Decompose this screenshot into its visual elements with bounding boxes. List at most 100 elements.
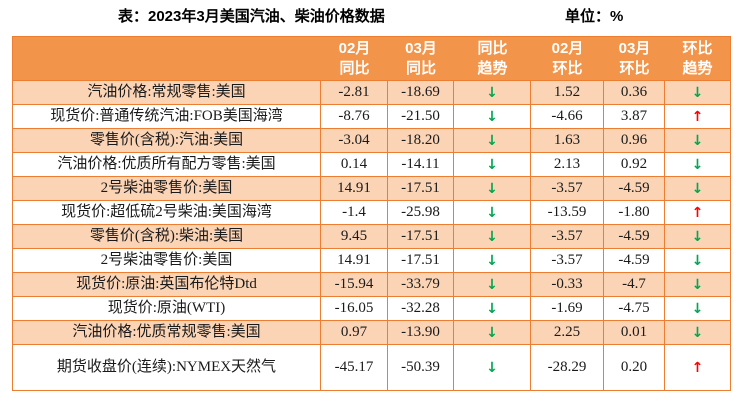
down-arrow-icon: ↓ xyxy=(454,248,531,272)
yoy-mar-cell: -50.39 xyxy=(388,344,454,390)
down-arrow-icon: ↓ xyxy=(665,248,730,272)
down-arrow-icon: ↓ xyxy=(454,344,531,390)
down-arrow-icon: ↓ xyxy=(665,272,730,296)
table-row: 现货价:普通传统汽油:FOB美国海湾 -8.76 -21.50 ↓ -4.66 … xyxy=(13,104,730,128)
down-arrow-icon: ↓ xyxy=(454,80,531,104)
header-cell-yoy-feb: 02月 同比 xyxy=(321,37,388,80)
yoy-feb-cell: 14.91 xyxy=(321,248,388,272)
yoy-feb-cell: 0.97 xyxy=(321,320,388,344)
row-label-cell: 2号柴油零售价:美国 xyxy=(13,248,321,272)
mom-feb-cell: -3.57 xyxy=(531,224,604,248)
yoy-mar-cell: -21.50 xyxy=(388,104,454,128)
mom-feb-cell: -4.66 xyxy=(531,104,604,128)
yoy-mar-cell: -18.69 xyxy=(388,80,454,104)
row-label-cell: 现货价:原油:英国布伦特Dtd xyxy=(13,272,321,296)
row-label-cell: 零售价(含税):柴油:美国 xyxy=(13,224,321,248)
mom-mar-cell: -4.59 xyxy=(604,176,665,200)
yoy-feb-cell: -16.05 xyxy=(321,296,388,320)
table-body: 汽油价格:常规零售:美国 -2.81 -18.69 ↓ 1.52 0.36 ↓ … xyxy=(13,80,730,390)
down-arrow-icon: ↓ xyxy=(665,80,730,104)
yoy-feb-cell: 9.45 xyxy=(321,224,388,248)
row-label-cell: 汽油价格:优质所有配方零售:美国 xyxy=(13,152,321,176)
title-row: 表：2023年3月美国汽油、柴油价格数据 单位：% xyxy=(0,5,741,29)
table-header: 02月 同比 03月 同比 同比 趋势 02月 环比 03月 环比 环比 趋势 xyxy=(13,37,730,80)
mom-mar-cell: 0.92 xyxy=(604,152,665,176)
mom-feb-cell: -0.33 xyxy=(531,272,604,296)
yoy-feb-cell: -45.17 xyxy=(321,344,388,390)
table-row: 零售价(含税):汽油:美国 -3.04 -18.20 ↓ 1.63 0.96 ↓ xyxy=(13,128,730,152)
table-row: 汽油价格:优质常规零售:美国 0.97 -13.90 ↓ 2.25 0.01 ↓ xyxy=(13,320,730,344)
unit-label: 单位：% xyxy=(565,8,624,25)
mom-feb-cell: 2.25 xyxy=(531,320,604,344)
up-arrow-icon: ↑ xyxy=(665,104,730,128)
table-row: 零售价(含税):柴油:美国 9.45 -17.51 ↓ -3.57 -4.59 … xyxy=(13,224,730,248)
down-arrow-icon: ↓ xyxy=(454,104,531,128)
table-row: 现货价:超低硫2号柴油:美国海湾 -1.4 -25.98 ↓ -13.59 -1… xyxy=(13,200,730,224)
mom-mar-cell: -4.59 xyxy=(604,248,665,272)
header-cell-yoy-mar: 03月 同比 xyxy=(388,37,454,80)
header-cell-label xyxy=(13,37,321,80)
header-cell-mom-trend: 环比 趋势 xyxy=(665,37,730,80)
down-arrow-icon: ↓ xyxy=(454,272,531,296)
header-cell-mom-feb: 02月 环比 xyxy=(531,37,604,80)
header-row: 02月 同比 03月 同比 同比 趋势 02月 环比 03月 环比 环比 趋势 xyxy=(13,37,730,80)
down-arrow-icon: ↓ xyxy=(454,200,531,224)
mom-mar-cell: 3.87 xyxy=(604,104,665,128)
yoy-mar-cell: -33.79 xyxy=(388,272,454,296)
row-label-cell: 汽油价格:优质常规零售:美国 xyxy=(13,320,321,344)
table-row: 现货价:原油(WTI) -16.05 -32.28 ↓ -1.69 -4.75 … xyxy=(13,296,730,320)
down-arrow-icon: ↓ xyxy=(454,224,531,248)
mom-mar-cell: 0.20 xyxy=(604,344,665,390)
down-arrow-icon: ↓ xyxy=(665,296,730,320)
down-arrow-icon: ↓ xyxy=(665,128,730,152)
down-arrow-icon: ↓ xyxy=(454,320,531,344)
header-cell-mom-mar: 03月 环比 xyxy=(604,37,665,80)
data-table-wrap: 02月 同比 03月 同比 同比 趋势 02月 环比 03月 环比 环比 趋势 … xyxy=(12,36,731,391)
yoy-feb-cell: -2.81 xyxy=(321,80,388,104)
down-arrow-icon: ↓ xyxy=(454,296,531,320)
down-arrow-icon: ↓ xyxy=(665,176,730,200)
mom-mar-cell: -4.59 xyxy=(604,224,665,248)
yoy-mar-cell: -14.11 xyxy=(388,152,454,176)
mom-mar-cell: -4.75 xyxy=(604,296,665,320)
header-cell-yoy-trend: 同比 趋势 xyxy=(454,37,531,80)
yoy-feb-cell: 0.14 xyxy=(321,152,388,176)
row-label-cell: 现货价:原油(WTI) xyxy=(13,296,321,320)
mom-feb-cell: -3.57 xyxy=(531,248,604,272)
yoy-mar-cell: -17.51 xyxy=(388,176,454,200)
mom-feb-cell: 2.13 xyxy=(531,152,604,176)
row-label-cell: 零售价(含税):汽油:美国 xyxy=(13,128,321,152)
up-arrow-icon: ↑ xyxy=(665,344,730,390)
yoy-mar-cell: -13.90 xyxy=(388,320,454,344)
row-label-cell: 期货收盘价(连续):NYMEX天然气 xyxy=(13,344,321,390)
mom-feb-cell: -13.59 xyxy=(531,200,604,224)
mom-feb-cell: 1.52 xyxy=(531,80,604,104)
yoy-feb-cell: -1.4 xyxy=(321,200,388,224)
row-label-cell: 现货价:普通传统汽油:FOB美国海湾 xyxy=(13,104,321,128)
table-row: 2号柴油零售价:美国 14.91 -17.51 ↓ -3.57 -4.59 ↓ xyxy=(13,176,730,200)
yoy-feb-cell: -15.94 xyxy=(321,272,388,296)
mom-mar-cell: -1.80 xyxy=(604,200,665,224)
up-arrow-icon: ↑ xyxy=(665,200,730,224)
yoy-mar-cell: -17.51 xyxy=(388,248,454,272)
mom-mar-cell: 0.36 xyxy=(604,80,665,104)
down-arrow-icon: ↓ xyxy=(454,152,531,176)
mom-mar-cell: 0.96 xyxy=(604,128,665,152)
down-arrow-icon: ↓ xyxy=(665,320,730,344)
mom-feb-cell: 1.63 xyxy=(531,128,604,152)
mom-feb-cell: -3.57 xyxy=(531,176,604,200)
price-data-table: 02月 同比 03月 同比 同比 趋势 02月 环比 03月 环比 环比 趋势 … xyxy=(13,37,730,390)
row-label-cell: 汽油价格:常规零售:美国 xyxy=(13,80,321,104)
mom-feb-cell: -1.69 xyxy=(531,296,604,320)
page-title: 表：2023年3月美国汽油、柴油价格数据 xyxy=(118,8,385,25)
yoy-feb-cell: 14.91 xyxy=(321,176,388,200)
yoy-feb-cell: -8.76 xyxy=(321,104,388,128)
table-row: 汽油价格:常规零售:美国 -2.81 -18.69 ↓ 1.52 0.36 ↓ xyxy=(13,80,730,104)
yoy-mar-cell: -17.51 xyxy=(388,224,454,248)
yoy-mar-cell: -25.98 xyxy=(388,200,454,224)
mom-mar-cell: -4.7 xyxy=(604,272,665,296)
down-arrow-icon: ↓ xyxy=(665,152,730,176)
yoy-mar-cell: -18.20 xyxy=(388,128,454,152)
table-row: 现货价:原油:英国布伦特Dtd -15.94 -33.79 ↓ -0.33 -4… xyxy=(13,272,730,296)
